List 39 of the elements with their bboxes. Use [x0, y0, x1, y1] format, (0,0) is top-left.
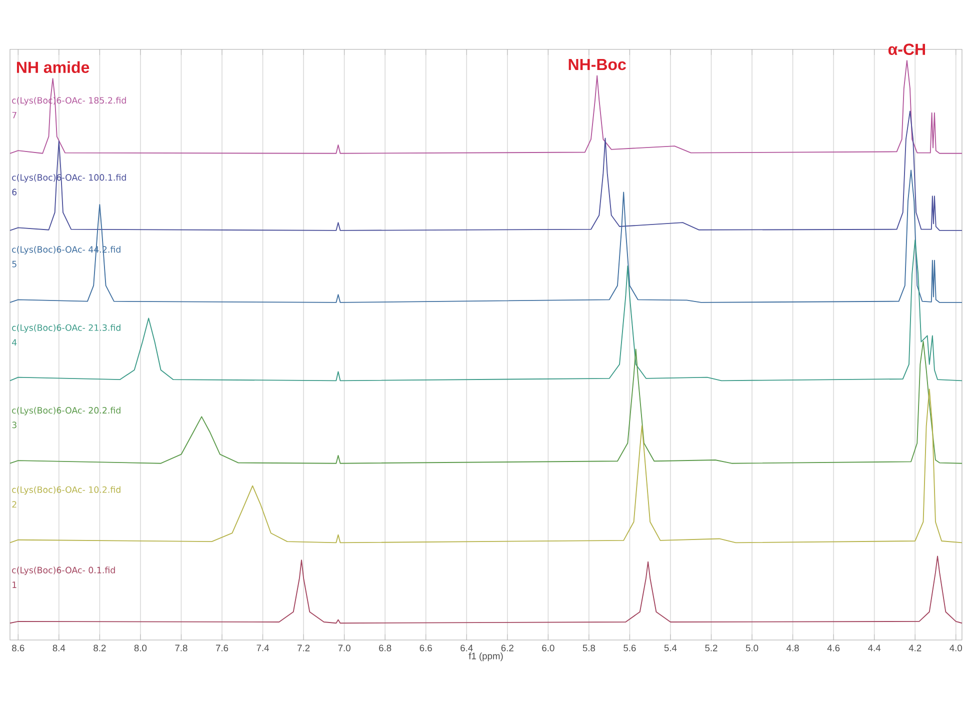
x-tick-label: 8.2 [94, 644, 106, 652]
x-tick-label: 4.4 [868, 644, 881, 652]
x-tick-label: 6.0 [542, 644, 554, 652]
text: c(Lys(Boc)6-OAc- 21.3.fid [12, 324, 120, 333]
x-tick-label: 5.8 [582, 644, 596, 652]
x-tick-label: 8.4 [52, 644, 66, 652]
annotation: 1 [12, 582, 16, 588]
x-tick-label: 8.6 [12, 644, 24, 652]
x-tick-label: 5.4 [664, 644, 677, 652]
annotation: α-CH [888, 44, 926, 56]
x-tick-label: 5.2 [705, 644, 718, 652]
text: c(Lys(Boc)6-OAc- 20.2.fid [12, 407, 120, 416]
x-tick-label: 6.2 [501, 644, 514, 652]
x-tick-label: 5.6 [624, 644, 636, 652]
x-tick-label: 6.4 [460, 644, 473, 652]
x-tick-label: 7.6 [216, 644, 228, 652]
annotation: 5 [12, 261, 16, 268]
x-tick-label: 4.0 [950, 644, 962, 652]
annotation: 7 [12, 112, 16, 118]
x-tick-label: 4.6 [827, 644, 840, 652]
annotation: 6 [12, 188, 17, 196]
text: c(Lys(Boc)6-OAc- 0.1.fid [12, 566, 115, 576]
x-tick-label: 4.8 [786, 644, 799, 652]
x-tick-label: 6.8 [379, 644, 392, 652]
text: c(Lys(Boc)6-OAc- 10.2.fid [12, 486, 120, 495]
annotation: 4 [12, 339, 17, 346]
x-tick-label: 4.2 [908, 644, 922, 652]
x-tick-label: 7.2 [298, 644, 310, 652]
x-tick-label: 5.0 [746, 644, 758, 652]
x-tick-label: 6.6 [420, 644, 432, 652]
x-tick-label: 7.0 [338, 644, 350, 652]
annotation: NH-Boc [568, 59, 626, 70]
annotation: NH amide [16, 61, 90, 74]
x-axis-title: f1 (ppm) [468, 652, 503, 662]
x-tick-label: 7.8 [175, 644, 188, 652]
annotation: 2 [12, 501, 16, 508]
x-tick-label: 8.0 [134, 644, 147, 652]
x-tick-label: 7.4 [256, 644, 269, 652]
annotation: 3 [12, 422, 16, 428]
